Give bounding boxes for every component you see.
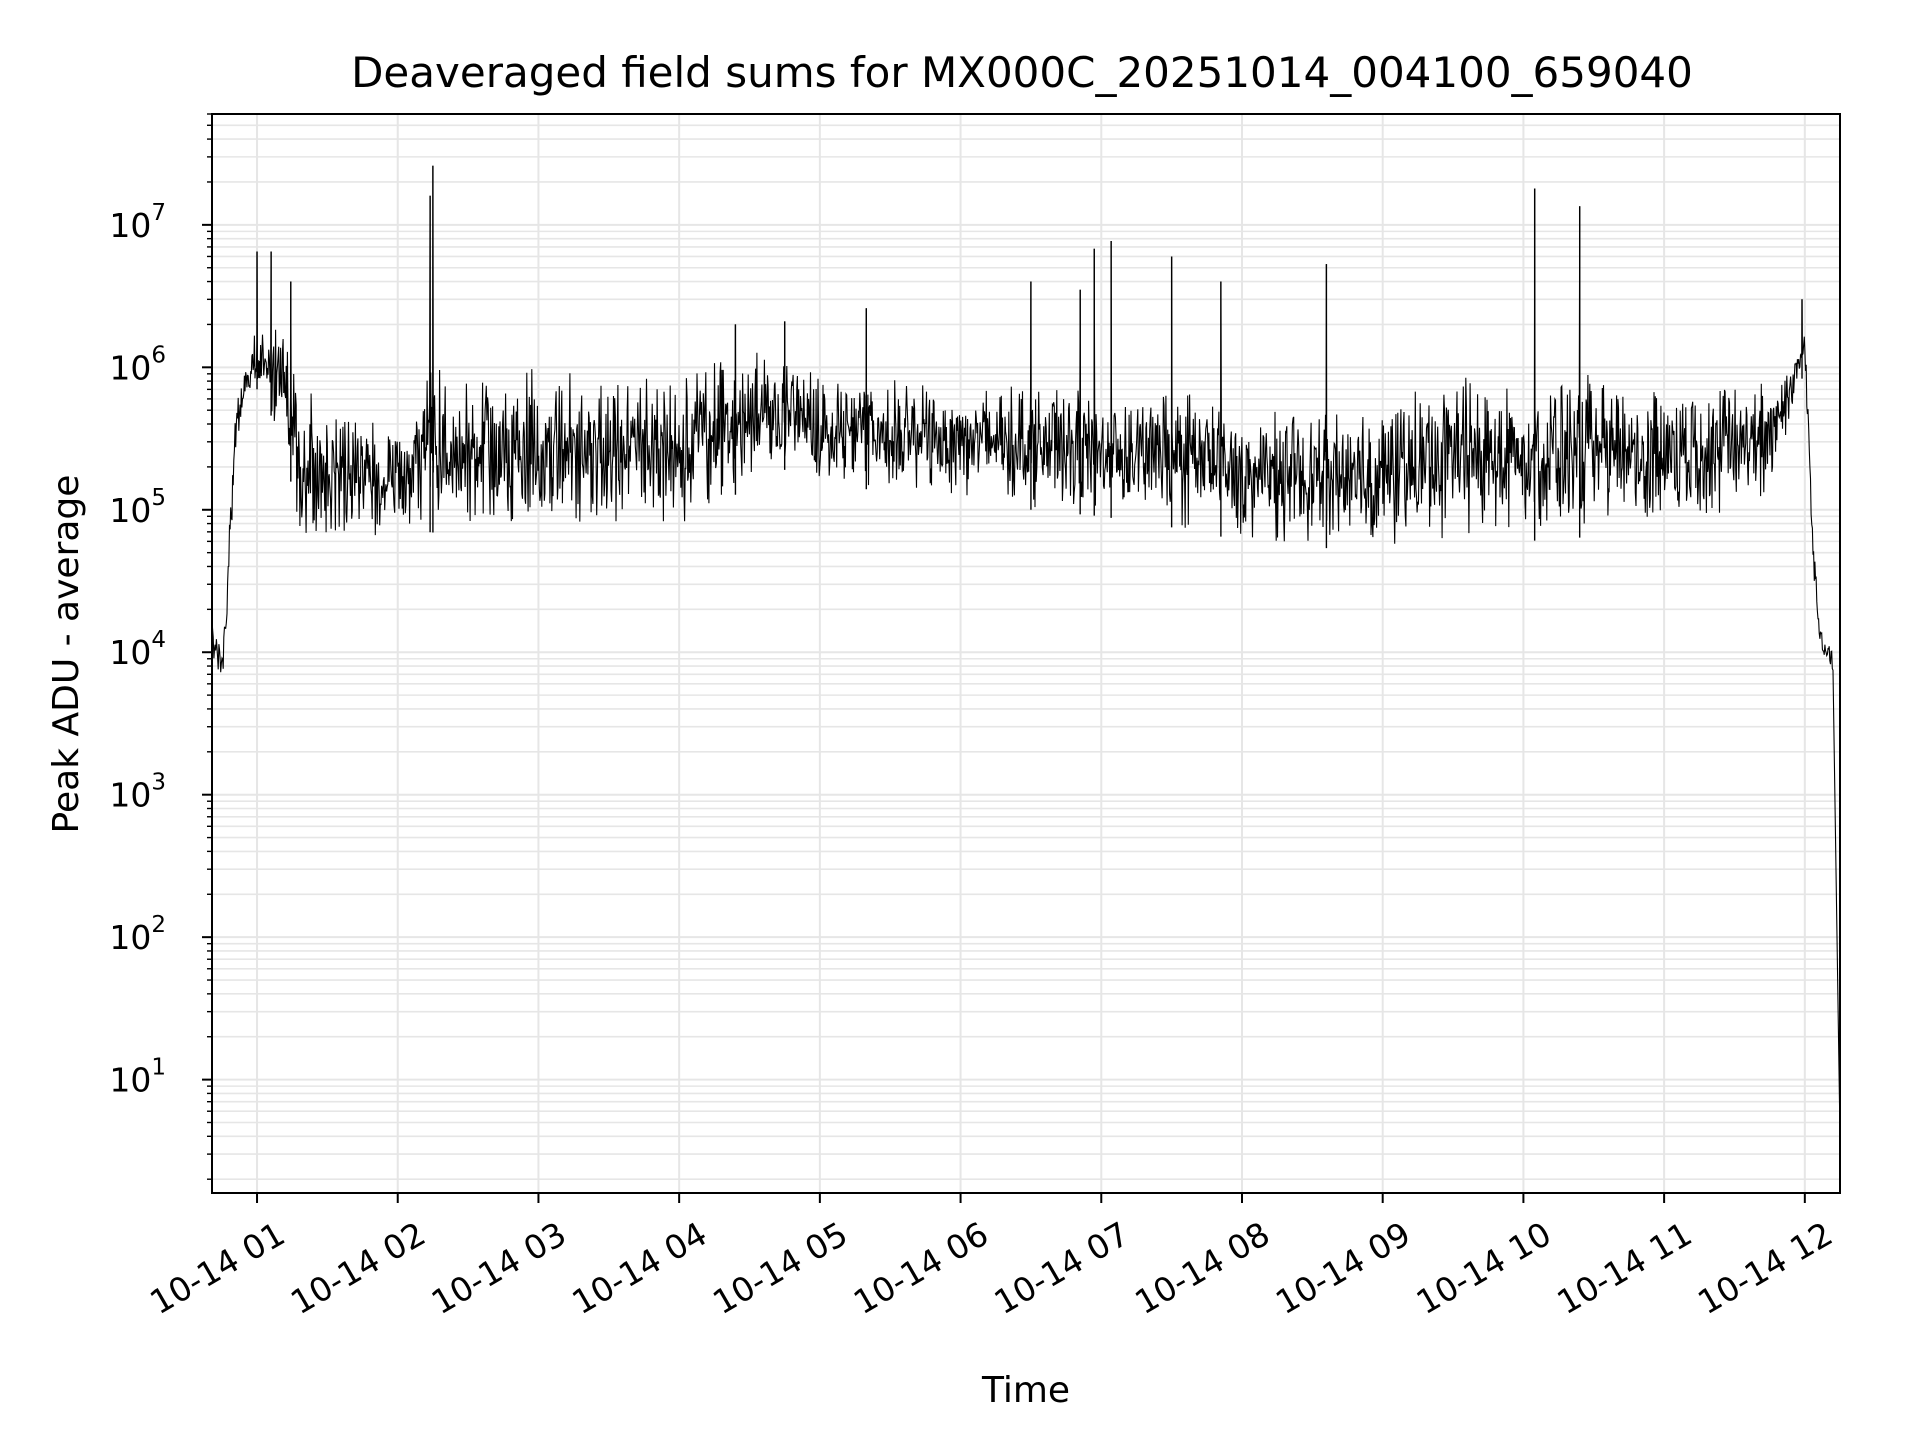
x-tick-label: 10-14 08 <box>1128 1214 1276 1322</box>
y-axis: 101 102 103 104 105 106 107 <box>109 113 212 1180</box>
x-tick-label: 10-14 02 <box>284 1214 432 1322</box>
x-tick-label: 10-14 05 <box>706 1214 854 1322</box>
x-tick-label: 10-14 10 <box>1410 1214 1558 1322</box>
signal-line <box>211 165 1841 1137</box>
grid <box>212 113 1840 1193</box>
y-tick-label: 104 <box>109 627 166 672</box>
x-tick-label: 10-14 03 <box>425 1214 573 1322</box>
y-tick-label: 103 <box>109 770 166 815</box>
x-tick-label: 10-14 07 <box>988 1214 1136 1322</box>
x-tick-label: 10-14 09 <box>1269 1214 1417 1322</box>
y-tick-label: 106 <box>109 342 166 387</box>
plot-frame <box>211 113 1841 1194</box>
x-tick-label: 10-14 06 <box>847 1214 995 1322</box>
y-tick-label: 101 <box>109 1055 166 1100</box>
y-axis-label: Peak ADU - average <box>46 475 87 834</box>
x-tick-label: 10-14 01 <box>143 1214 291 1322</box>
series <box>211 165 1841 1137</box>
x-tick-label: 10-14 11 <box>1550 1214 1698 1322</box>
x-tick-label: 10-14 12 <box>1691 1214 1839 1322</box>
y-tick-label: 102 <box>109 912 166 957</box>
y-tick-label: 107 <box>109 200 166 245</box>
x-tick-label: 10-14 04 <box>565 1214 713 1322</box>
chart-title: Deaveraged field sums for MX000C_2025101… <box>351 48 1693 97</box>
x-axis-label: Time <box>981 1370 1070 1411</box>
y-tick-label: 105 <box>109 485 166 530</box>
